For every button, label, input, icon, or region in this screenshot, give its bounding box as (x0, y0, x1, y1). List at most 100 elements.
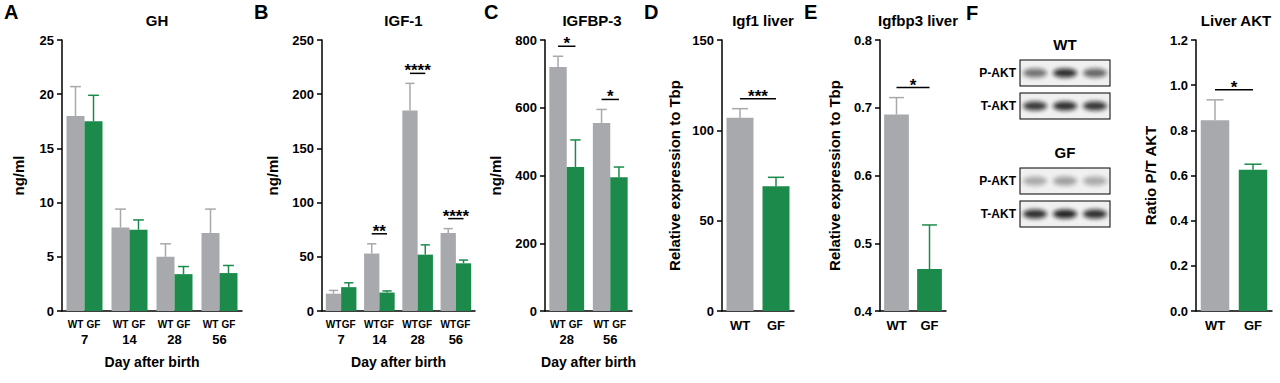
svg-text:WT: WT (203, 319, 219, 330)
svg-text:28: 28 (560, 332, 574, 347)
svg-text:0.6: 0.6 (854, 168, 872, 183)
svg-text:5: 5 (47, 249, 54, 264)
svg-text:0.4: 0.4 (1170, 213, 1189, 228)
svg-text:GF: GF (222, 319, 236, 330)
svg-text:WT: WT (1053, 36, 1076, 53)
svg-text:***: *** (748, 87, 768, 106)
svg-text:0: 0 (707, 304, 714, 319)
svg-text:GF: GF (457, 319, 471, 330)
svg-text:GF: GF (920, 318, 938, 333)
svg-text:0: 0 (530, 304, 537, 319)
svg-text:200: 200 (292, 87, 314, 102)
svg-text:7: 7 (81, 332, 88, 347)
svg-text:28: 28 (167, 332, 181, 347)
svg-text:Liver AKT: Liver AKT (1201, 12, 1271, 29)
svg-text:0.5: 0.5 (854, 236, 872, 251)
svg-text:Relative expression to Tbp: Relative expression to Tbp (826, 80, 843, 271)
svg-text:WT: WT (440, 319, 456, 330)
svg-text:Day after birth: Day after birth (541, 354, 636, 370)
svg-text:A: A (4, 1, 18, 23)
svg-text:WT: WT (113, 319, 129, 330)
svg-text:0.7: 0.7 (854, 100, 872, 115)
svg-text:GF: GF (87, 319, 101, 330)
svg-text:GF: GF (418, 319, 432, 330)
svg-text:GF: GF (1055, 144, 1076, 161)
svg-text:D: D (644, 1, 658, 23)
svg-text:WT: WT (550, 319, 566, 330)
svg-text:GH: GH (146, 12, 169, 29)
svg-text:IGFBP-3: IGFBP-3 (562, 12, 621, 29)
svg-text:0.8: 0.8 (1170, 123, 1188, 138)
svg-text:GF: GF (1244, 318, 1262, 333)
svg-text:0.4: 0.4 (854, 304, 873, 319)
svg-text:150: 150 (292, 141, 314, 156)
svg-text:50: 50 (300, 249, 314, 264)
svg-text:WT: WT (158, 319, 174, 330)
svg-text:800: 800 (515, 33, 537, 48)
svg-text:14: 14 (372, 332, 387, 347)
svg-text:GF: GF (612, 319, 626, 330)
svg-text:WT: WT (68, 319, 84, 330)
svg-text:ng/ml: ng/ml (10, 156, 27, 196)
svg-text:100: 100 (292, 195, 314, 210)
svg-text:14: 14 (122, 332, 137, 347)
svg-text:B: B (254, 1, 268, 23)
svg-text:GF: GF (569, 319, 583, 330)
svg-text:WT: WT (402, 319, 418, 330)
svg-text:WT: WT (730, 318, 750, 333)
svg-text:600: 600 (515, 100, 537, 115)
svg-text:0.6: 0.6 (1170, 168, 1188, 183)
svg-text:0: 0 (47, 304, 54, 319)
svg-text:200: 200 (515, 236, 537, 251)
svg-text:1.2: 1.2 (1170, 33, 1188, 48)
svg-text:Day after birth: Day after birth (351, 354, 446, 370)
svg-text:250: 250 (292, 33, 314, 48)
svg-text:WT: WT (1205, 318, 1225, 333)
svg-text:25: 25 (40, 33, 54, 48)
svg-text:WT: WT (593, 319, 609, 330)
svg-text:20: 20 (40, 87, 54, 102)
svg-text:0: 0 (307, 304, 314, 319)
svg-text:Ratio P/T AKT: Ratio P/T AKT (1142, 126, 1159, 225)
svg-text:150: 150 (692, 33, 714, 48)
svg-text:56: 56 (449, 332, 463, 347)
svg-text:ng/ml: ng/ml (487, 156, 504, 196)
svg-text:WT: WT (326, 319, 342, 330)
svg-text:0.8: 0.8 (854, 33, 872, 48)
svg-text:1.0: 1.0 (1170, 78, 1188, 93)
svg-text:Igf1 liver: Igf1 liver (732, 12, 794, 29)
svg-text:****: **** (443, 207, 470, 226)
svg-text:T-AKT: T-AKT (981, 99, 1017, 113)
svg-text:Relative expression to Tbp: Relative expression to Tbp (666, 80, 683, 271)
svg-text:56: 56 (212, 332, 226, 347)
svg-text:GF: GF (767, 318, 785, 333)
svg-text:100: 100 (692, 123, 714, 138)
svg-text:**: ** (373, 222, 387, 241)
svg-text:IGF-1: IGF-1 (384, 12, 422, 29)
svg-text:28: 28 (410, 332, 424, 347)
svg-text:ng/ml: ng/ml (264, 156, 281, 196)
svg-text:15: 15 (40, 141, 54, 156)
svg-text:C: C (484, 1, 498, 23)
svg-text:0.2: 0.2 (1170, 258, 1188, 273)
svg-text:0.0: 0.0 (1170, 304, 1188, 319)
svg-text:E: E (804, 1, 817, 23)
svg-text:GF: GF (132, 319, 146, 330)
svg-text:GF: GF (342, 319, 356, 330)
svg-text:GF: GF (177, 319, 191, 330)
svg-text:WT: WT (364, 319, 380, 330)
svg-text:WT: WT (886, 318, 906, 333)
svg-text:400: 400 (515, 168, 537, 183)
svg-text:T-AKT: T-AKT (981, 207, 1017, 221)
svg-text:*: * (910, 76, 917, 95)
svg-text:F: F (966, 2, 978, 24)
svg-text:P-AKT: P-AKT (979, 174, 1016, 188)
svg-text:56: 56 (603, 332, 617, 347)
svg-text:P-AKT: P-AKT (979, 66, 1016, 80)
svg-text:****: **** (404, 61, 431, 80)
svg-text:*: * (607, 87, 614, 106)
svg-text:GF: GF (380, 319, 394, 330)
svg-text:Day after birth: Day after birth (105, 354, 200, 370)
svg-text:Igfbp3 liver: Igfbp3 liver (878, 12, 958, 29)
svg-text:7: 7 (338, 332, 345, 347)
